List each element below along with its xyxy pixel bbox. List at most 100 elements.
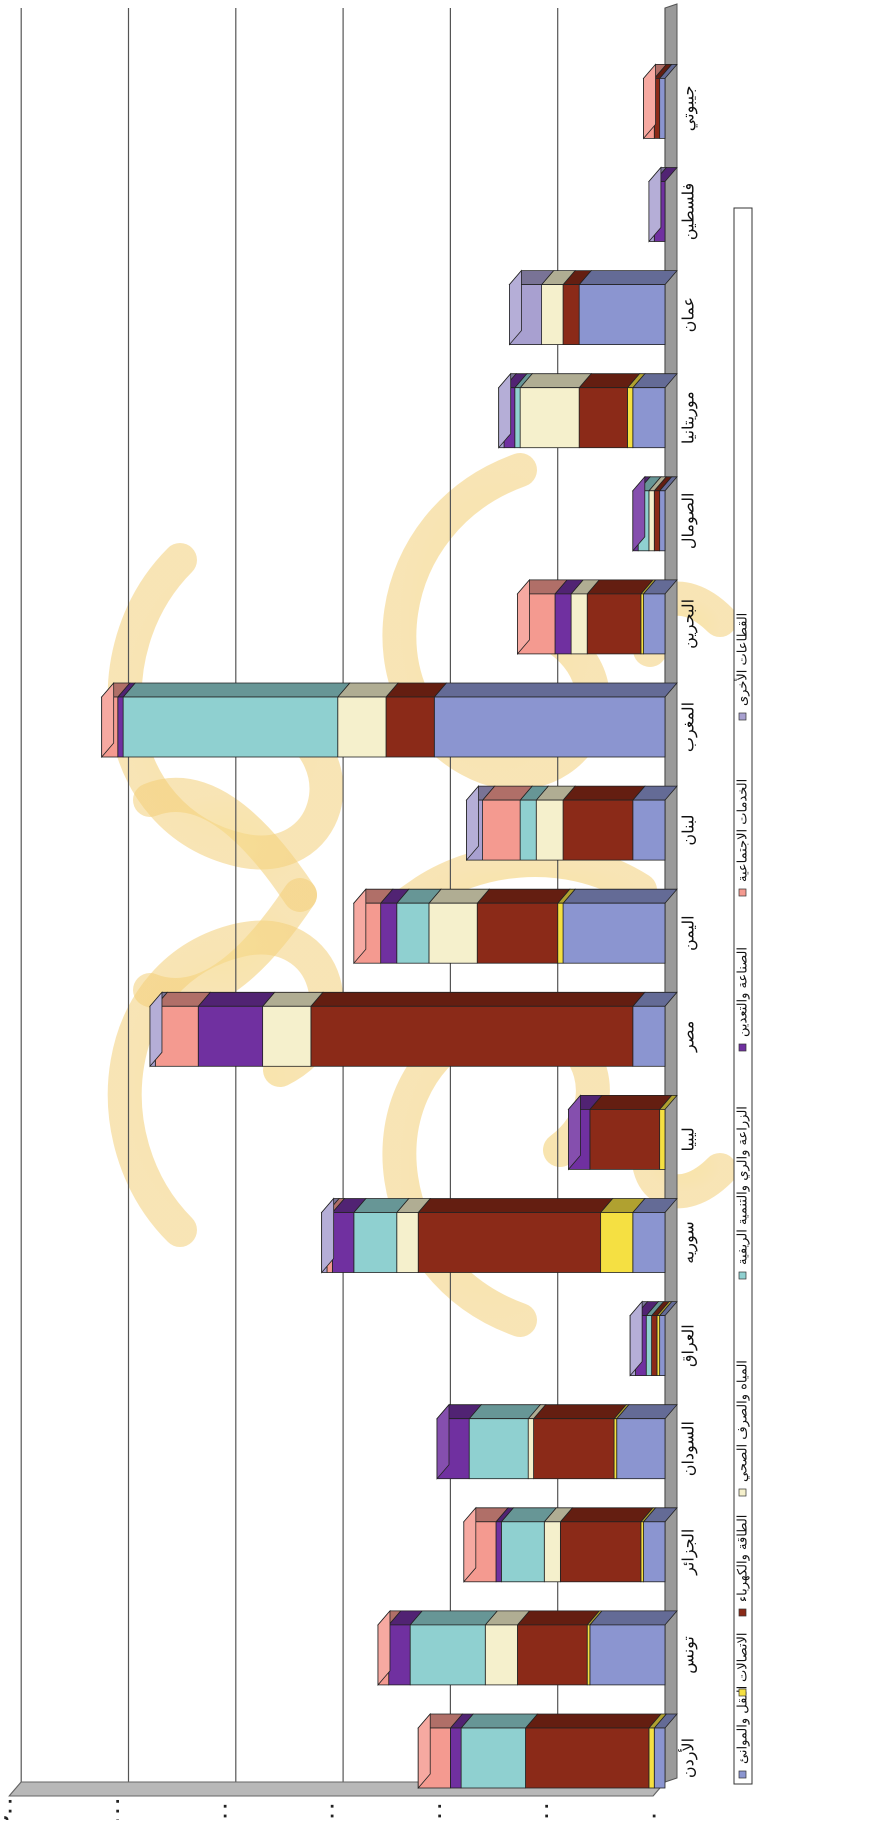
bar-segment: [417, 1212, 602, 1273]
bar-segment-depth: [562, 785, 646, 801]
bar-group: [100, 681, 678, 759]
bar-segment: [484, 1624, 518, 1686]
legend: النقل والموانئ الاتصالات الطاقة والكهرباء ا…: [733, 207, 753, 1785]
legend-box: [733, 207, 753, 1785]
value-tick-label: ٤٠٠: [429, 1801, 448, 1820]
category-label: مصر: [679, 1021, 699, 1053]
value-tick-label: ١٠٠٠: [107, 1796, 126, 1820]
category-label: البحرين: [679, 599, 699, 649]
legend-swatch: [738, 888, 747, 897]
bar-segment: [651, 1315, 658, 1376]
bar-group: [377, 1609, 678, 1686]
bar-segment: [559, 1521, 642, 1583]
category-label: العراق: [679, 1324, 699, 1367]
bar-segment: [385, 696, 435, 758]
bar-segment: [632, 387, 666, 449]
legend-label: الزراعة والري والتنمية الريفية: [736, 1106, 751, 1265]
value-tick-labels: ٠ ٢٠٠ ٤٠٠ ٦٠٠ ٨٠٠ ١٠٠٠ ١٢٠٠: [0, 1796, 663, 1824]
bar-end-cap: [466, 785, 479, 862]
bar-segment: [409, 1624, 486, 1686]
bar-segment: [468, 1418, 529, 1480]
bar-segment: [656, 1315, 661, 1376]
bar-segment: [589, 1109, 661, 1170]
legend-label: الاتصالات: [736, 1632, 751, 1682]
category-label: الجزائر: [679, 1529, 699, 1576]
bar-segment-depth: [532, 1404, 627, 1420]
bar-segment-depth: [409, 1610, 499, 1626]
bar-segment: [627, 387, 634, 449]
bar-segment: [337, 696, 387, 758]
bar-group: [465, 785, 678, 862]
bar-segment: [543, 1521, 561, 1583]
bar-segment: [578, 387, 628, 449]
bar-segment-depth: [122, 682, 351, 698]
bar-segment: [589, 1624, 666, 1686]
bar-segment: [533, 1418, 615, 1480]
value-tick-label: ٢٠٠: [536, 1801, 555, 1820]
bar-end-cap: [321, 1197, 335, 1274]
bar-end-cap: [629, 1300, 643, 1377]
category-label: الأردن: [678, 1738, 699, 1778]
bar-segment-depth: [433, 682, 678, 698]
bar-segment: [476, 902, 559, 964]
bar-segment: [482, 799, 521, 861]
bar-segment: [648, 490, 655, 552]
bar-end-cap: [643, 63, 656, 140]
bar-segment: [495, 1521, 502, 1583]
bar-group: [516, 578, 678, 655]
bar-segment: [396, 902, 430, 964]
legend-swatch: [738, 1770, 747, 1779]
bar-segment: [519, 387, 580, 449]
value-tick-label: ٨٠٠: [214, 1801, 233, 1820]
bar-segment: [122, 696, 339, 758]
bar-group: [417, 1712, 678, 1790]
bar-segment: [557, 902, 564, 964]
category-label: ليبيا: [679, 1127, 698, 1151]
bar-end-cap: [498, 372, 512, 449]
bar-end-cap: [377, 1609, 391, 1686]
legend-swatch: [738, 712, 747, 721]
category-label: السودان: [679, 1421, 699, 1476]
category-labels: الأردن تونس الجزائر السودان العراق سوريه ليبيا…: [678, 86, 699, 1778]
bar-segment: [500, 1521, 545, 1583]
bar-segment: [648, 1727, 655, 1789]
bar-segment: [428, 902, 478, 964]
bar-end-cap: [517, 578, 530, 655]
bar-segment: [562, 284, 580, 346]
bar-segment-depth: [589, 1095, 673, 1110]
legend-label: النقل والموانئ: [736, 1686, 751, 1764]
category-label: الصومال: [679, 493, 699, 550]
bar-segment: [380, 902, 398, 964]
category-label: موريتانيا: [679, 391, 699, 444]
bar-segment: [632, 799, 666, 861]
bar-group: [629, 1300, 678, 1377]
category-label: فلسطين: [679, 183, 699, 240]
bar-group: [436, 1403, 678, 1480]
bar-segment: [632, 1005, 666, 1067]
bar-end-cap: [463, 1506, 477, 1583]
bar-segment: [570, 593, 588, 655]
bar-segment: [645, 1315, 652, 1376]
bar-segment-depth: [417, 1198, 614, 1213]
bar-segment: [535, 799, 564, 861]
bar-group: [642, 63, 678, 140]
legend-label: المياه والصرف الصحي: [736, 1360, 751, 1482]
bar-end-cap: [568, 1094, 581, 1171]
bar-segment-depth: [197, 991, 276, 1007]
bar-segment: [519, 799, 537, 861]
bar-segment: [586, 1624, 591, 1686]
value-tick-label: ٠: [644, 1811, 663, 1820]
bar-segment: [154, 1005, 199, 1067]
bar-segment: [586, 593, 642, 655]
bar-segment: [640, 1521, 644, 1583]
legend-swatch: [738, 1688, 747, 1697]
bar-segment: [653, 490, 661, 552]
value-tick-label: ١٢٠٠: [0, 1796, 19, 1820]
bar-end-cap: [149, 991, 163, 1068]
bar-end-cap: [101, 681, 115, 759]
bar-segment: [396, 1212, 419, 1273]
legend-label: الطاقة والكهرباء: [736, 1515, 751, 1602]
bar-segment: [643, 1521, 666, 1583]
